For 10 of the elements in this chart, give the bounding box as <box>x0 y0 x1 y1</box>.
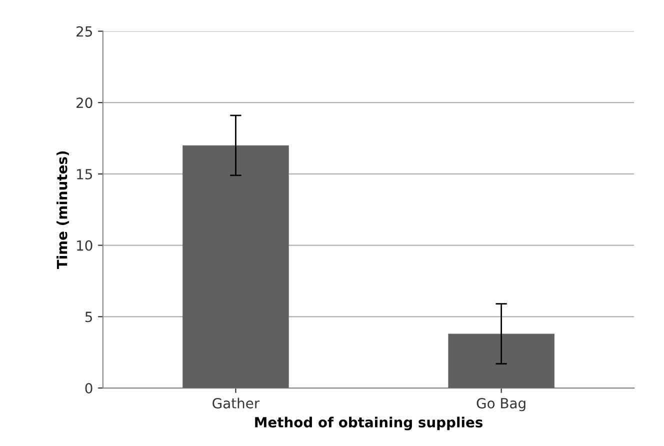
y-tick-label: 20 <box>76 98 92 108</box>
x-tick-label: Gather <box>212 398 260 408</box>
y-tick-label: 0 <box>85 382 92 394</box>
y-tick-label: 25 <box>76 26 92 37</box>
x-tick-label: Go Bag <box>476 398 526 412</box>
y-tick-label: 15 <box>77 169 92 180</box>
x-axis-title: Method of obtaining supplies <box>255 416 483 430</box>
y-tick-label: 5 <box>85 312 92 322</box>
y-axis-title: Time (minutes) <box>56 151 69 270</box>
y-tick-label: 10 <box>77 240 92 251</box>
